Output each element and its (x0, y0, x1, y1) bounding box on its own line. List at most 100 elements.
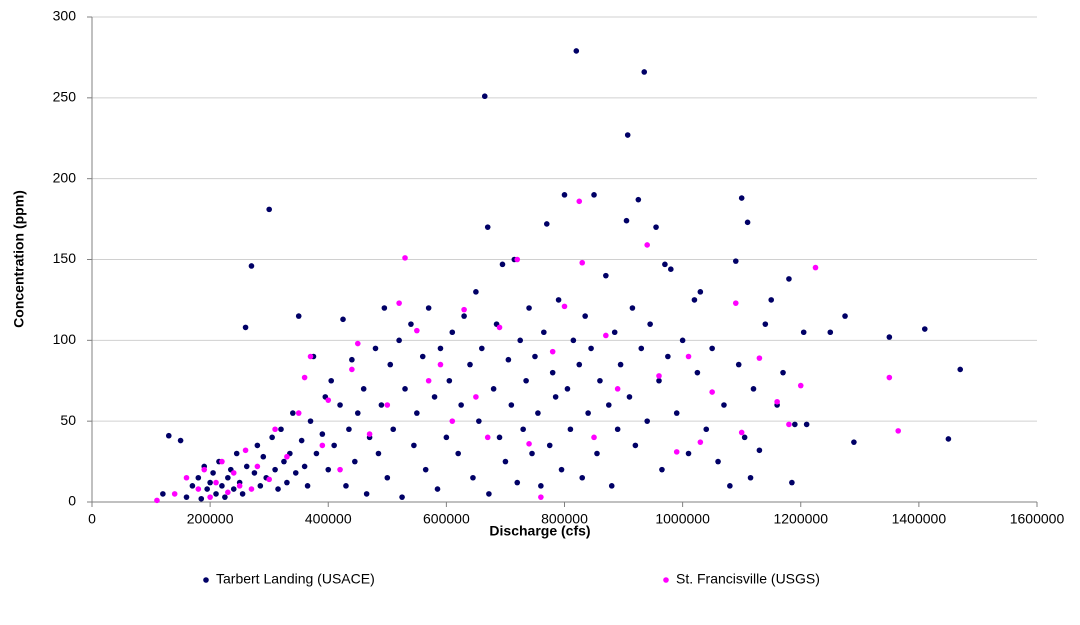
x-tick-label: 400000 (305, 511, 352, 527)
point (307, 353, 314, 360)
y-tick-label: 0 (68, 493, 76, 509)
x-tick-label: 1000000 (655, 511, 710, 527)
point (673, 410, 680, 416)
point (732, 300, 739, 306)
point (473, 394, 479, 400)
point (248, 486, 255, 492)
point (467, 361, 473, 368)
point (668, 266, 674, 273)
point (275, 486, 281, 492)
point (709, 345, 715, 352)
point (812, 264, 819, 271)
point (886, 334, 893, 340)
point (762, 321, 769, 327)
point (555, 297, 562, 303)
point (744, 219, 751, 226)
point (653, 224, 659, 230)
point (437, 361, 444, 368)
point (535, 410, 541, 416)
point (225, 474, 231, 481)
point (425, 305, 432, 311)
point (656, 373, 662, 379)
point (797, 382, 804, 389)
point (360, 386, 367, 392)
point (691, 297, 698, 303)
point (526, 305, 532, 311)
point (295, 313, 302, 319)
point (195, 486, 202, 492)
point (703, 426, 710, 433)
point (721, 402, 727, 408)
point (384, 474, 391, 481)
point (304, 483, 311, 489)
point (352, 458, 358, 465)
point (499, 261, 506, 268)
point (635, 196, 642, 203)
point (738, 429, 745, 436)
point (656, 377, 662, 384)
point (396, 337, 402, 344)
point (437, 345, 444, 352)
point (768, 297, 775, 303)
point (201, 466, 208, 473)
point (567, 426, 574, 433)
point (446, 377, 453, 384)
point (641, 69, 648, 75)
point (624, 132, 631, 138)
point (945, 436, 952, 442)
point (295, 410, 302, 416)
point (538, 494, 544, 500)
point (281, 458, 287, 465)
point (626, 394, 633, 400)
point (384, 402, 391, 408)
point (177, 437, 184, 444)
x-tick-label: 600000 (423, 511, 470, 527)
point (476, 418, 482, 424)
point (549, 369, 556, 376)
point (747, 474, 754, 481)
point (623, 217, 630, 224)
point (582, 313, 588, 319)
x-tick-label: 200000 (187, 511, 234, 527)
point (455, 450, 461, 457)
point (895, 428, 902, 434)
point (269, 434, 275, 441)
point (549, 348, 556, 355)
point (514, 256, 521, 263)
point (402, 386, 408, 392)
point (210, 470, 216, 476)
point (789, 479, 795, 486)
point (561, 192, 568, 198)
point (233, 450, 240, 457)
point (230, 470, 237, 476)
point (774, 398, 780, 405)
point (337, 466, 343, 473)
point (378, 402, 385, 408)
point (331, 442, 337, 449)
point (154, 497, 160, 504)
point (694, 369, 701, 376)
point (552, 394, 559, 400)
point (608, 483, 615, 489)
point (957, 366, 964, 373)
point (673, 449, 680, 455)
point (298, 437, 305, 444)
x-tick-label: 1600000 (1010, 511, 1065, 527)
point (800, 329, 807, 336)
point (225, 489, 231, 496)
point (697, 289, 704, 295)
point (481, 93, 488, 100)
point (564, 386, 571, 392)
point (529, 450, 535, 457)
y-axis-title: Concentration (ppm) (11, 190, 27, 328)
point (597, 377, 603, 384)
point (160, 491, 166, 497)
point (526, 441, 532, 447)
point (278, 426, 284, 433)
point (479, 345, 485, 352)
legend-label: Tarbert Landing (USACE) (216, 571, 375, 587)
point (414, 410, 420, 416)
point (732, 258, 739, 264)
point (647, 321, 653, 327)
point (354, 410, 361, 416)
